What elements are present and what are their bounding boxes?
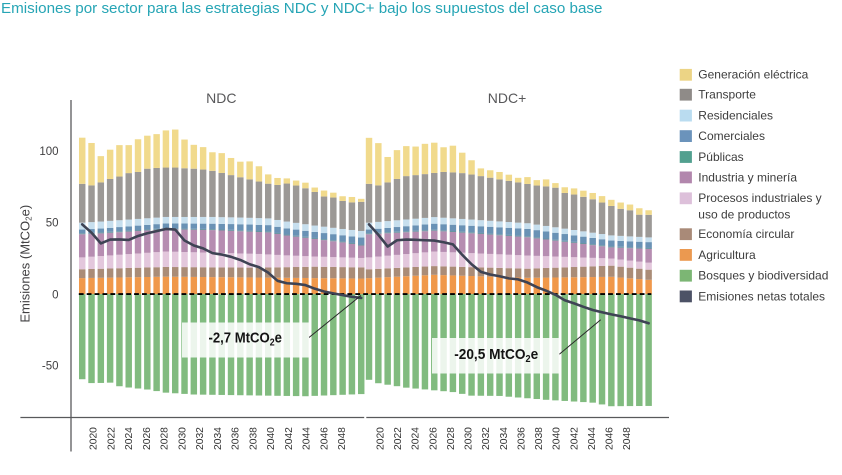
svg-text:2040: 2040	[552, 427, 563, 450]
svg-text:Residenciales: Residenciales	[698, 109, 773, 123]
svg-text:NDC: NDC	[206, 90, 236, 106]
svg-text:100: 100	[39, 146, 58, 158]
svg-text:2028: 2028	[160, 427, 171, 450]
svg-text:2028: 2028	[446, 427, 457, 450]
svg-text:Industria y minería: Industria y minería	[698, 170, 797, 184]
svg-text:Agricultura: Agricultura	[698, 248, 756, 262]
svg-text:Emisiones netas totales: Emisiones netas totales	[698, 289, 825, 303]
svg-text:2032: 2032	[481, 427, 492, 450]
svg-text:Procesos industriales y: Procesos industriales y	[698, 191, 821, 205]
svg-text:2032: 2032	[195, 427, 206, 450]
svg-text:2024: 2024	[411, 427, 422, 450]
svg-text:Transporte: Transporte	[698, 88, 756, 102]
svg-text:2024: 2024	[124, 427, 135, 450]
svg-text:2020: 2020	[89, 427, 100, 450]
svg-text:-50: -50	[42, 360, 59, 372]
svg-text:Generación eléctrica: Generación eléctrica	[698, 68, 808, 82]
svg-text:2038: 2038	[534, 427, 545, 450]
svg-text:2020: 2020	[376, 427, 387, 450]
svg-text:2030: 2030	[464, 427, 475, 450]
svg-text:2026: 2026	[142, 427, 153, 450]
svg-text:2044: 2044	[302, 427, 313, 450]
svg-text:Emisiones (MtCO2e): Emisiones (MtCO2e)	[18, 205, 34, 323]
svg-text:2022: 2022	[106, 427, 117, 450]
svg-text:2036: 2036	[516, 427, 527, 450]
svg-text:2044: 2044	[587, 427, 598, 450]
svg-text:50: 50	[46, 218, 59, 230]
svg-text:2022: 2022	[393, 427, 404, 450]
svg-text:2030: 2030	[177, 427, 188, 450]
svg-text:Bosques y biodiversidad: Bosques y biodiversidad	[698, 269, 828, 283]
svg-text:Comerciales: Comerciales	[698, 129, 765, 143]
svg-text:Públicas: Públicas	[698, 150, 743, 164]
svg-text:2040: 2040	[266, 427, 277, 450]
svg-text:2046: 2046	[319, 427, 330, 450]
svg-text:2048: 2048	[622, 427, 633, 450]
svg-text:2036: 2036	[231, 427, 242, 450]
svg-text:2042: 2042	[569, 427, 580, 450]
svg-text:2046: 2046	[605, 427, 616, 450]
svg-text:uso de productos: uso de productos	[698, 207, 790, 221]
svg-text:-20,5 MtCO2e: -20,5 MtCO2e	[454, 346, 538, 365]
svg-text:2048: 2048	[337, 427, 348, 450]
svg-text:-2,7 MtCO2e: -2,7 MtCO2e	[208, 330, 282, 349]
svg-text:Emisiones por sector para las: Emisiones por sector para las estrategia…	[1, 0, 602, 17]
svg-text:Economía circular: Economía circular	[698, 227, 794, 241]
svg-text:2038: 2038	[248, 427, 259, 450]
svg-text:0: 0	[52, 289, 58, 301]
svg-text:2042: 2042	[284, 427, 295, 450]
svg-text:2034: 2034	[213, 427, 224, 450]
svg-text:NDC+: NDC+	[488, 90, 527, 106]
svg-text:2026: 2026	[428, 427, 439, 450]
svg-text:2034: 2034	[499, 427, 510, 450]
